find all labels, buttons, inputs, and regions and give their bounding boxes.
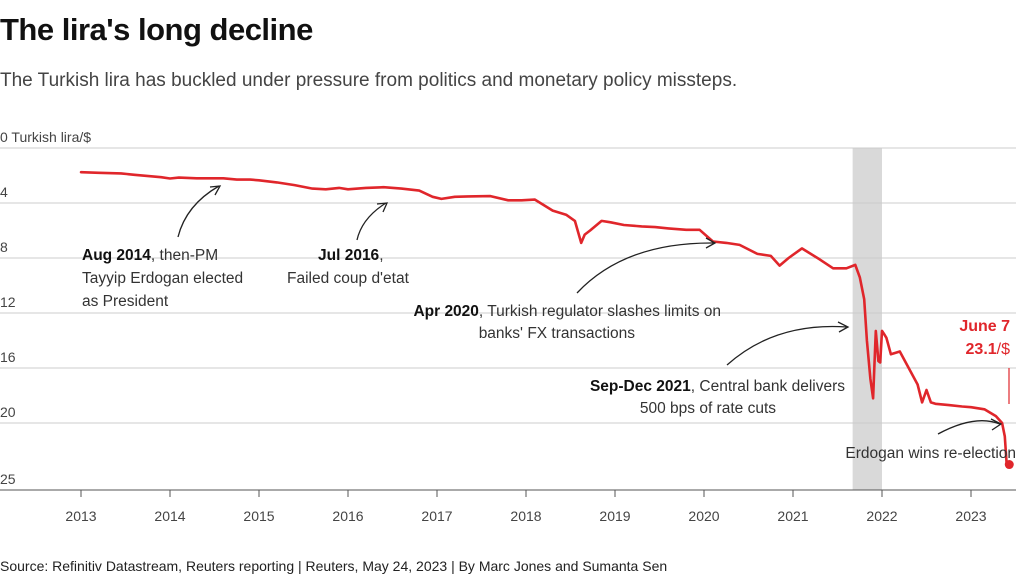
chart-title: The lira's long decline (0, 12, 313, 47)
annotation-aug-2014: Aug 2014, then-PM (82, 247, 218, 264)
y-tick-label: 4 (0, 184, 8, 200)
annotation-apr-2020-line2: banks' FX transactions (479, 325, 636, 342)
annotation-arrow-jul-2016 (356, 202, 387, 241)
source-footer: Source: Refinitiv Datastream, Reuters re… (0, 558, 668, 574)
shaded-band (852, 148, 882, 490)
arrowhead-re-election (990, 418, 1003, 431)
annotation-apr-2020: Apr 2020, Turkish regulator slashes limi… (413, 303, 721, 320)
annotation-aug-2014-line3: as President (82, 293, 169, 310)
arrowhead-sep-dec-2021 (837, 321, 850, 333)
y-tick-label: 16 (0, 349, 16, 365)
lira-line-chart: 0 Turkish lira/$ 4 8 12 16 20 25 2013 2014 2015 2… (0, 129, 1016, 524)
arrowhead-aug-2014 (209, 185, 222, 196)
x-tick-label: 2020 (688, 508, 719, 524)
highlight-value-label: 23.1/$ (966, 341, 1011, 358)
x-tick-label: 2023 (955, 508, 986, 524)
annotation-sep-dec-2021: Sep-Dec 2021, Central bank delivers (590, 378, 845, 395)
arrowhead-apr-2020 (705, 237, 717, 249)
x-tick-label: 2019 (599, 508, 630, 524)
x-tick-label: 2017 (421, 508, 452, 524)
annotation-arrow-sep-dec-2021 (726, 325, 848, 366)
highlight-date-label: June 7 (959, 318, 1010, 335)
annotation-jul-2016: Jul 2016, (318, 247, 384, 264)
x-tick-label: 2021 (777, 508, 808, 524)
y-tick-label: 25 (0, 471, 16, 487)
x-tick-label: 2015 (243, 508, 274, 524)
y-tick-label: 8 (0, 239, 8, 255)
annotation-jul-2016-line2: Failed coup d'etat (287, 270, 410, 287)
annotation-arrow-aug-2014 (177, 185, 220, 238)
x-tick-label: 2014 (154, 508, 185, 524)
x-tick-label: 2018 (510, 508, 541, 524)
annotation-re-election: Erdogan wins re-election (845, 445, 1016, 462)
y-tick-label: 0 Turkish lira/$ (0, 129, 91, 145)
y-tick-label: 20 (0, 404, 16, 420)
lira-series-line (79, 170, 1011, 466)
annotation-arrow-re-election (937, 420, 1001, 435)
y-tick-label: 12 (0, 294, 16, 310)
arrowhead-jul-2016 (376, 202, 389, 213)
x-tick-label: 2016 (332, 508, 363, 524)
annotation-sep-dec-2021-line2: 500 bps of rate cuts (640, 400, 776, 417)
latest-point-marker (1004, 460, 1014, 470)
x-tick-label: 2013 (65, 508, 96, 524)
x-tick-label: 2022 (866, 508, 897, 524)
chart-subtitle: The Turkish lira has buckled under press… (0, 70, 738, 91)
annotation-arrow-apr-2020 (576, 242, 715, 294)
annotation-aug-2014-line2: Tayyip Erdogan elected (82, 270, 243, 287)
